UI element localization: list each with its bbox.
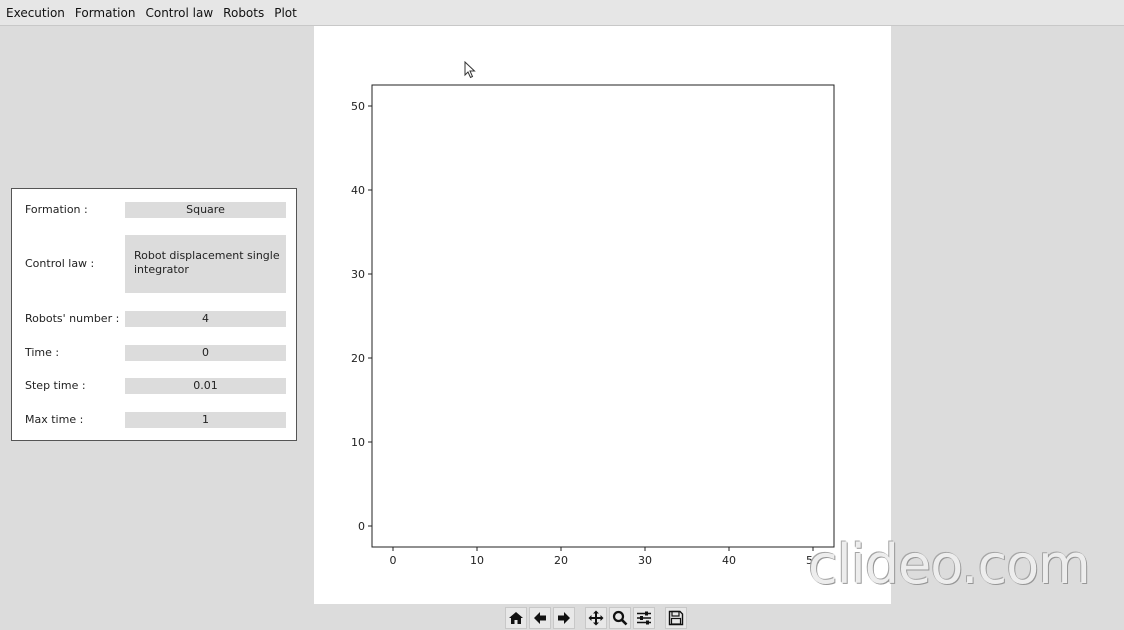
menu-control-law[interactable]: Control law [145,5,214,20]
y-tick-label: 50 [351,100,365,113]
y-tick-label: 10 [351,436,365,449]
y-tick-label: 0 [358,520,365,533]
robots-number-row: Robots' number : 4 [12,311,296,327]
menu-plot[interactable]: Plot [274,5,297,20]
home-button[interactable] [505,607,527,629]
x-tick-label: 30 [638,554,652,567]
step-time-value: 0.01 [125,378,286,394]
plot-toolbar [505,606,689,630]
max-time-value: 1 [125,412,286,428]
menu-bar: Execution Formation Control law Robots P… [0,0,1124,26]
configure-subplots-icon [637,611,651,625]
zoom-icon [612,610,628,626]
save-figure-button[interactable] [665,607,687,629]
back-button[interactable] [529,607,551,629]
control-law-value: Robot displacement single integrator [125,235,286,293]
menu-execution[interactable]: Execution [6,5,65,20]
x-tick-label: 20 [554,554,568,567]
y-tick-label: 30 [351,268,365,281]
forward-arrow-icon [558,612,570,624]
formation-row: Formation : Square [12,202,296,218]
axes-frame [371,84,835,548]
save-icon [668,610,684,626]
menu-formation[interactable]: Formation [74,5,136,20]
zoom-button[interactable] [609,607,631,629]
configure-subplots-button[interactable] [633,607,655,629]
formation-label: Formation : [25,203,88,216]
time-value: 0 [125,345,286,361]
simulation-info-panel: Formation : Square Control law : Robot d… [11,188,297,441]
home-icon [509,612,523,624]
control-law-row: Control law : Robot displacement single … [12,235,296,293]
x-tick-label: 40 [722,554,736,567]
pan-button[interactable] [585,607,607,629]
back-arrow-icon [534,612,546,624]
x-tick-label: 50 [806,554,820,567]
plot-canvas[interactable]: 0 10 20 30 40 50 0 10 20 30 40 50 [314,26,891,604]
forward-button[interactable] [553,607,575,629]
max-time-row: Max time : 1 [12,412,296,428]
formation-value: Square [125,202,286,218]
robots-number-value: 4 [125,311,286,327]
pan-icon [588,610,604,626]
x-tick-label: 10 [470,554,484,567]
max-time-label: Max time : [25,413,84,426]
control-law-label: Control law : [25,257,95,270]
step-time-row: Step time : 0.01 [12,378,296,394]
y-ticks: 0 10 20 30 40 50 [351,100,372,533]
step-time-label: Step time : [25,379,86,392]
plot-svg: 0 10 20 30 40 50 0 10 20 30 40 50 [351,84,835,567]
x-tick-label: 0 [390,554,397,567]
x-ticks: 0 10 20 30 40 50 [390,547,820,567]
time-label: Time : [25,346,60,359]
menu-robots[interactable]: Robots [223,5,265,20]
mouse-cursor-icon [464,61,476,79]
time-row: Time : 0 [12,345,296,361]
robots-number-label: Robots' number : [25,312,120,325]
y-tick-label: 40 [351,184,365,197]
y-tick-label: 20 [351,352,365,365]
